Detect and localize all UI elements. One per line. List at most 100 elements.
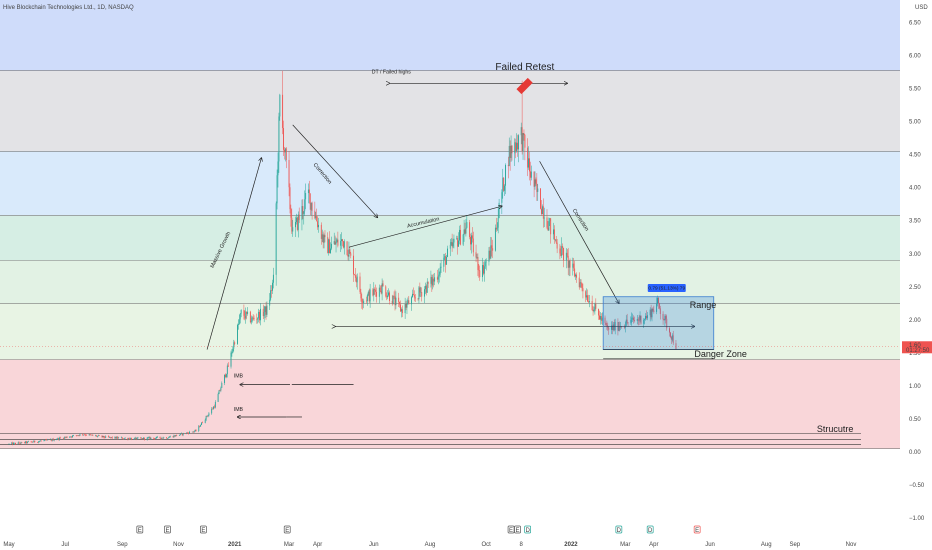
candle-body — [179, 433, 181, 435]
candle-body — [34, 440, 36, 443]
candle-body — [96, 435, 97, 437]
candle-body — [108, 436, 109, 438]
earnings-marker[interactable] — [507, 525, 515, 534]
candle-body — [272, 282, 273, 291]
dividend-marker[interactable] — [615, 525, 623, 534]
candle-body — [62, 438, 64, 439]
candle-body — [542, 206, 544, 219]
candle-body — [452, 242, 454, 247]
candle-body — [604, 317, 606, 323]
candle-body — [354, 275, 356, 278]
candle-body — [348, 249, 350, 257]
candle-body — [163, 437, 165, 439]
candle-body — [362, 302, 364, 304]
candle-body — [175, 434, 177, 437]
candle-body — [191, 431, 193, 433]
candle-body — [328, 239, 330, 254]
candle-body — [639, 315, 641, 321]
candle-body — [559, 248, 561, 254]
x-axis-panel[interactable] — [0, 538, 900, 550]
candle-body — [198, 426, 200, 432]
correction-arrow[interactable] — [292, 124, 378, 218]
failed-retest-label: Failed Retest — [495, 62, 554, 73]
candle-body — [239, 313, 241, 320]
candle-body — [98, 435, 100, 437]
candle-body — [31, 441, 33, 443]
candle-body — [116, 437, 118, 439]
correction-arrow-2[interactable] — [539, 161, 619, 303]
candle-body — [514, 142, 516, 154]
candle-body — [64, 437, 66, 438]
candle-body — [58, 438, 60, 440]
candle-body — [271, 290, 272, 291]
candle-body — [317, 221, 319, 228]
candle-body — [476, 256, 478, 258]
candle-body — [540, 188, 541, 209]
y-axis-panel[interactable] — [900, 0, 932, 550]
candle-body — [546, 217, 548, 228]
candle-body — [450, 242, 452, 245]
candle-body — [243, 310, 245, 316]
candle-body — [417, 298, 419, 300]
candle-body — [238, 319, 240, 324]
candle-body — [237, 324, 238, 344]
candle-body — [381, 283, 383, 294]
candle-body — [501, 192, 503, 203]
candle-body — [530, 171, 532, 178]
candle-body — [131, 438, 132, 440]
earnings-marker[interactable] — [283, 525, 291, 534]
dividend-marker[interactable] — [524, 525, 531, 534]
candle-body — [185, 433, 187, 434]
candle-body — [234, 342, 236, 344]
zone-band — [0, 260, 900, 304]
candle-body — [672, 335, 674, 344]
massive-growth-arrow[interactable] — [206, 158, 261, 350]
candle-body — [14, 442, 16, 445]
candle-body — [366, 294, 368, 302]
candle-body — [359, 276, 361, 292]
candle-body — [63, 437, 65, 439]
earnings-marker[interactable] — [164, 525, 171, 534]
candle-body — [72, 435, 74, 438]
candle-body — [665, 316, 667, 319]
candle-body — [520, 127, 522, 136]
zone-band — [0, 70, 900, 152]
candle-body — [219, 390, 221, 392]
candle-body — [111, 437, 113, 439]
candle-body — [18, 442, 20, 444]
accumulation-arrow[interactable] — [348, 206, 502, 248]
range-box[interactable] — [602, 296, 715, 350]
candle-body — [663, 319, 665, 321]
candle-body — [651, 308, 653, 318]
candle-body — [649, 309, 651, 316]
candle-body — [182, 433, 184, 435]
candle-body — [85, 435, 87, 436]
candle-body — [38, 441, 39, 443]
candle-body — [671, 335, 673, 340]
earnings-marker[interactable] — [693, 525, 701, 534]
candle-body — [517, 142, 518, 150]
earnings-marker[interactable] — [136, 525, 144, 534]
dividend-marker[interactable] — [646, 525, 654, 534]
candle-body — [115, 436, 117, 439]
range-measure-badge — [647, 283, 686, 292]
candle-body — [565, 252, 567, 261]
candle-body — [310, 202, 312, 210]
earnings-marker[interactable] — [514, 525, 521, 534]
candle-body — [168, 437, 170, 438]
earnings-marker[interactable] — [200, 525, 207, 534]
candle-body — [167, 437, 169, 439]
candle-body — [640, 315, 642, 324]
candle-body — [592, 310, 594, 312]
candle-body — [193, 431, 195, 432]
last-price-tag — [902, 341, 932, 354]
candle-body — [504, 185, 506, 191]
candle-body — [199, 426, 201, 427]
candle-body — [323, 235, 325, 243]
candle-body — [523, 133, 525, 135]
x-tick-label: Jun — [705, 542, 715, 548]
danger-zone-label: Danger Zone — [694, 349, 747, 359]
candle-body — [374, 288, 376, 290]
